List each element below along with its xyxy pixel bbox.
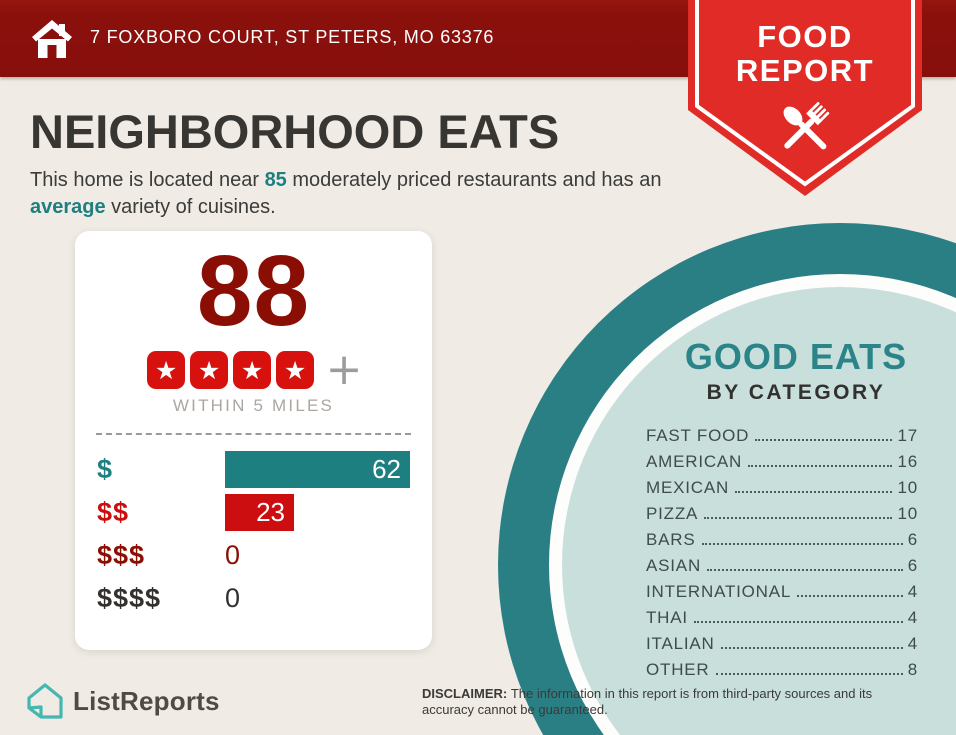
list-item: INTERNATIONAL 4: [646, 582, 918, 608]
dot-leader: [704, 517, 893, 519]
property-address: 7 FOXBORO COURT, ST PETERS, MO 63376: [90, 27, 495, 47]
dot-leader: [693, 621, 903, 623]
list-item: THAI 4: [646, 608, 918, 634]
dot-leader: [715, 673, 903, 675]
subtitle-text-1: This home is located near: [30, 169, 265, 191]
star-icon: ★: [233, 351, 272, 389]
category-label: OTHER: [646, 660, 710, 679]
price-level-label: $$$: [97, 540, 146, 570]
category-label: THAI: [646, 608, 688, 627]
category-value: 8: [907, 660, 918, 679]
logo-text: ListReports: [73, 685, 220, 716]
price-row: $$$$ 0: [97, 577, 410, 620]
category-label: ITALIAN: [646, 634, 715, 653]
price-level-label: $$: [97, 497, 130, 527]
dot-leader: [707, 569, 903, 571]
list-item: ITALIAN 4: [646, 634, 918, 660]
dot-leader: [701, 543, 903, 545]
category-label: AMERICAN: [646, 452, 743, 471]
plus-icon: +: [325, 344, 363, 395]
list-item: BARS 6: [646, 530, 918, 556]
category-value: 6: [907, 556, 918, 575]
price-level-label: $$$$: [97, 583, 162, 613]
price-bar-value: 0: [225, 540, 241, 570]
list-item: MEXICAN 10: [646, 478, 918, 504]
category-label: ASIAN: [646, 556, 702, 575]
badge-line1: FOOD: [757, 19, 853, 54]
category-label: BARS: [646, 530, 696, 549]
category-label: FAST FOOD: [646, 426, 750, 445]
category-value: 4: [907, 608, 918, 627]
category-value: 10: [897, 478, 918, 497]
star-icon: ★: [147, 351, 186, 389]
listreports-house-icon: [27, 683, 63, 719]
dot-leader: [720, 647, 903, 649]
price-bar: 0: [225, 537, 240, 574]
price-level-chart: $ 62 $$ 23 $$$ 0 $$$$ 0: [75, 448, 432, 620]
list-item: FAST FOOD 17: [646, 426, 918, 452]
star-icon: ★: [276, 351, 315, 389]
category-value: 6: [907, 530, 918, 549]
category-value: 16: [897, 452, 918, 471]
disclaimer-label: DISCLAIMER:: [422, 686, 511, 701]
restaurant-count: 85: [264, 169, 287, 191]
page-subtitle: This home is located near 85 moderately …: [30, 167, 680, 220]
category-list: FAST FOOD 17 AMERICAN 16 MEXICAN 10 PIZZA 10…: [646, 426, 918, 686]
category-label: MEXICAN: [646, 478, 730, 497]
price-row: $$$ 0: [97, 534, 410, 577]
spoon-fork-icon: [783, 102, 830, 150]
price-level-label: $: [97, 454, 114, 484]
badge-line2: REPORT: [736, 53, 874, 88]
category-value: 4: [907, 634, 918, 653]
price-bar-value: 23: [256, 497, 285, 527]
subtitle-text-3: variety of cuisines.: [105, 195, 276, 218]
dot-leader: [748, 465, 893, 467]
list-item: ASIAN 6: [646, 556, 918, 582]
star-icon: ★: [190, 351, 229, 389]
disclaimer: DISCLAIMER: The information in this repo…: [422, 686, 927, 717]
dashed-divider: [96, 433, 411, 435]
listreports-logo: ListReports: [26, 682, 220, 720]
dot-leader: [797, 595, 903, 597]
disclaimer-text: The information in this report is from t…: [422, 686, 873, 717]
price-bar: 0: [225, 580, 240, 617]
list-item: AMERICAN 16: [646, 452, 918, 478]
price-bar-value: 0: [225, 583, 241, 613]
price-bar: 62: [225, 451, 410, 488]
category-label: INTERNATIONAL: [646, 582, 792, 601]
category-value: 10: [897, 504, 918, 523]
restaurant-score: 88: [196, 235, 311, 347]
price-row: $ 62: [97, 448, 410, 491]
list-item: OTHER 8: [646, 660, 918, 686]
subtitle-text-2: moderately priced restaurants and has an: [286, 169, 662, 191]
category-value: 17: [897, 426, 918, 445]
price-row: $$ 23: [97, 491, 410, 534]
good-eats-panel: GOOD EATS BY CATEGORY FAST FOOD 17 AMERIC…: [646, 336, 918, 686]
good-eats-subtitle: BY CATEGORY: [706, 381, 886, 404]
dot-leader: [735, 491, 893, 493]
home-icon: [32, 19, 72, 58]
variety-emphasis: average: [30, 195, 106, 218]
food-report-badge: FOOD REPORT: [688, 0, 922, 196]
list-item: PIZZA 10: [646, 504, 918, 530]
page-title: NEIGHBORHOOD EATS: [30, 105, 560, 158]
dot-leader: [755, 439, 893, 441]
score-card: 88 ★ ★ ★ ★ + WITHIN 5 MILES $ 62 $$ 23 $…: [75, 231, 432, 650]
price-bar-value: 62: [372, 454, 401, 484]
category-value: 4: [907, 582, 918, 601]
category-label: PIZZA: [646, 504, 699, 523]
good-eats-title: GOOD EATS: [684, 336, 908, 377]
star-rating: ★ ★ ★ ★ +: [75, 344, 432, 395]
radius-caption: WITHIN 5 MILES: [172, 396, 335, 415]
price-bar: 23: [225, 494, 294, 531]
